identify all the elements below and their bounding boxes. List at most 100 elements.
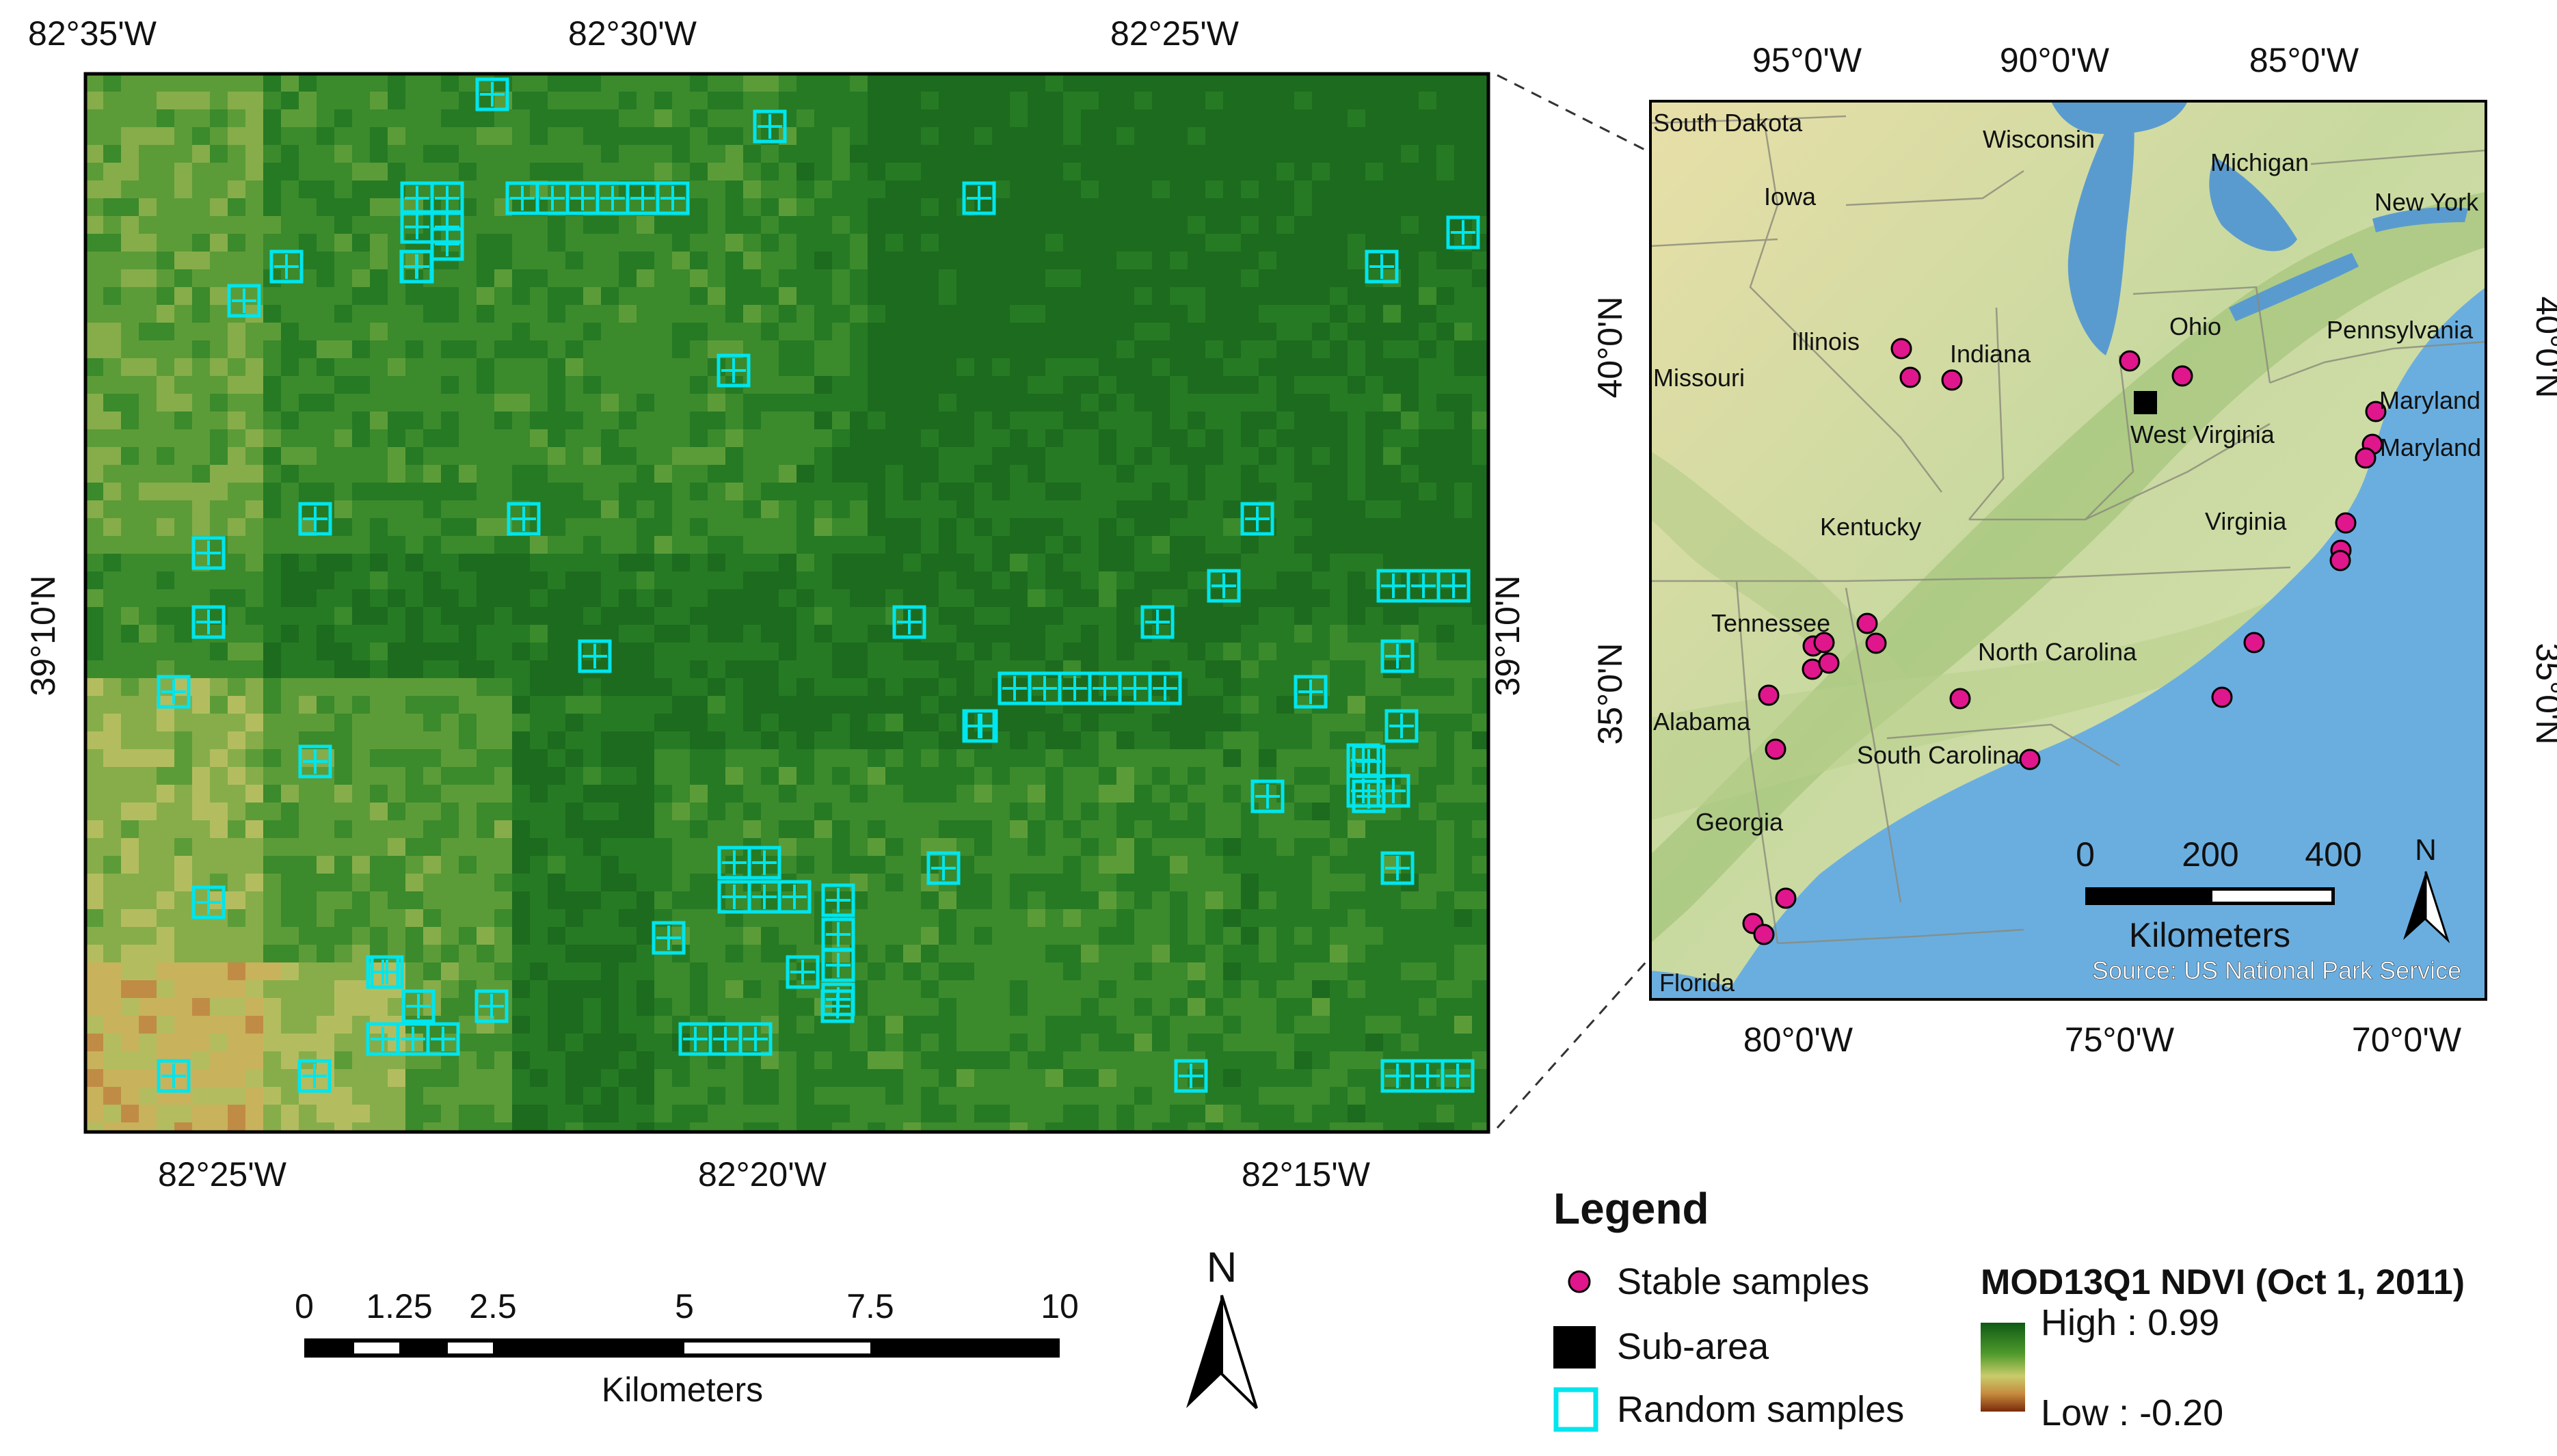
left-map-frame	[83, 72, 1490, 1134]
stable-sample-point	[2355, 447, 2377, 469]
stable-samples-layer	[1742, 338, 2387, 945]
random-sample-window	[1380, 639, 1415, 673]
scale-label: 2.5	[469, 1287, 517, 1325]
random-sample-window	[1250, 779, 1285, 813]
random-sample-window	[157, 1059, 191, 1093]
stable-sample-point	[2335, 512, 2357, 534]
left-top-tick: 82°35'W	[28, 14, 157, 53]
right-bottom-tick: 70°0'W	[2352, 1021, 2462, 1059]
stable-sample-point	[1818, 652, 1840, 674]
state-label: North Carolina	[1978, 638, 2137, 666]
scale-label: 1.25	[366, 1287, 432, 1325]
left-north-arrow: N	[1186, 1244, 1258, 1410]
random-sample-window	[474, 989, 509, 1023]
random-sample-window	[297, 1059, 332, 1093]
left-map: 82°35'W 82°30'W 82°25'W 82°25'W 82°20'W …	[24, 14, 1527, 1410]
state-label: Florida	[1659, 969, 1735, 997]
random-sample-window	[298, 744, 332, 779]
random-sample-window	[962, 181, 996, 215]
stable-sample-point	[1758, 684, 1780, 706]
left-bottom-tick: 82°25'W	[158, 1155, 287, 1194]
state-label: Pennsylvania	[2327, 316, 2474, 344]
sub-area-marker	[2134, 391, 2157, 414]
random-sample-window	[964, 709, 998, 743]
stable-sample-point	[2243, 632, 2265, 653]
stable-sample-point	[1753, 924, 1775, 945]
stable-samples-symbol	[1568, 1270, 1591, 1293]
random-samples-layer	[157, 77, 1480, 1093]
state-label: Michigan	[2210, 148, 2309, 176]
scale-label: 7.5	[846, 1287, 894, 1325]
right-right-tick: 40°0'N	[2529, 296, 2557, 398]
right-left-tick: 35°0'N	[1591, 643, 1629, 744]
random-sample-window	[430, 227, 464, 261]
stable-sample-point	[1865, 632, 1887, 654]
right-bottom-tick: 80°0'W	[1743, 1021, 1853, 1059]
random-sample-window	[1207, 569, 1241, 603]
random-sample-window	[1376, 774, 1410, 808]
stable-sample-point	[1813, 632, 1835, 653]
stable-sample-point	[2211, 686, 2233, 708]
ndvi-low-label: Low : -0.20	[2041, 1392, 2223, 1433]
random-sample-window	[1436, 569, 1471, 603]
random-sample-window	[747, 846, 781, 880]
random-sample-window	[400, 250, 434, 284]
right-side-tick: 39°10'N	[1488, 576, 1527, 697]
state-label: Alabama	[1653, 707, 1751, 736]
random-sample-window	[507, 502, 541, 536]
random-sample-window	[717, 353, 751, 388]
random-sample-window	[191, 605, 226, 639]
random-sample-window	[1441, 1059, 1475, 1093]
right-north-arrow: N	[2403, 833, 2450, 944]
stable-sample-point	[2171, 365, 2193, 387]
right-bottom-tick: 75°0'W	[2065, 1021, 2175, 1059]
state-label: Illinois	[1791, 327, 1860, 355]
state-label: Maryland	[2380, 433, 2481, 461]
random-sample-window	[157, 675, 191, 709]
right-top-tick: 85°0'W	[2249, 41, 2359, 79]
gulf	[1650, 971, 1750, 999]
left-bottom-tick: 82°15'W	[1242, 1155, 1371, 1194]
southeast-forest	[1650, 602, 2284, 820]
random-sample-window	[892, 605, 926, 639]
scale-label: 0	[295, 1287, 314, 1325]
legend-item-stable: Stable samples	[1617, 1261, 1869, 1302]
stable-sample-point	[2329, 550, 2351, 571]
state-label: South Carolina	[1857, 741, 2020, 769]
sub-area-symbol	[1553, 1326, 1596, 1369]
scale-label: 0	[2076, 835, 2095, 874]
state-label: Georgia	[1696, 808, 1784, 836]
random-sample-window	[821, 982, 855, 1016]
right-map: South Dakota Wisconsin Michigan Iowa New…	[1591, 41, 2557, 1059]
right-right-tick: 35°0'N	[2529, 643, 2557, 744]
random-sample-window	[1446, 215, 1480, 250]
right-map-frame	[1649, 100, 2487, 1001]
random-sample-window	[227, 284, 261, 318]
left-top-tick: 82°25'W	[1110, 14, 1240, 53]
scale-label: 5	[675, 1287, 694, 1325]
right-top-tick: 95°0'W	[1752, 41, 1862, 79]
random-sample-window	[269, 250, 304, 284]
state-boundaries	[1650, 115, 2486, 945]
random-sample-window	[401, 989, 436, 1023]
state-label: Wisconsin	[1983, 125, 2095, 153]
state-label: New York	[2374, 188, 2479, 216]
random-sample-window	[777, 880, 812, 914]
left-bottom-tick: 82°20'W	[698, 1155, 827, 1194]
random-sample-window	[191, 885, 226, 919]
scale-label: 200	[2182, 835, 2238, 874]
left-top-tick: 82°30'W	[568, 14, 697, 53]
state-label: South Dakota	[1653, 109, 1803, 137]
random-sample-window	[475, 77, 509, 111]
state-label: Ohio	[2169, 312, 2221, 340]
random-sample-window	[656, 181, 690, 215]
state-label: Kentucky	[1820, 513, 1921, 541]
ndvi-color-ramp	[1981, 1323, 2025, 1412]
source-credit: Source: US National Park Service	[2092, 956, 2461, 984]
stable-sample-point	[1941, 369, 1963, 391]
legend-item-sub-area: Sub-area	[1617, 1326, 1769, 1367]
stable-sample-point	[1856, 612, 1878, 634]
right-scale-bar: 0 200 400 Kilometers	[2076, 835, 2362, 954]
scale-unit: Kilometers	[602, 1371, 763, 1409]
random-sample-window	[1174, 1059, 1208, 1093]
